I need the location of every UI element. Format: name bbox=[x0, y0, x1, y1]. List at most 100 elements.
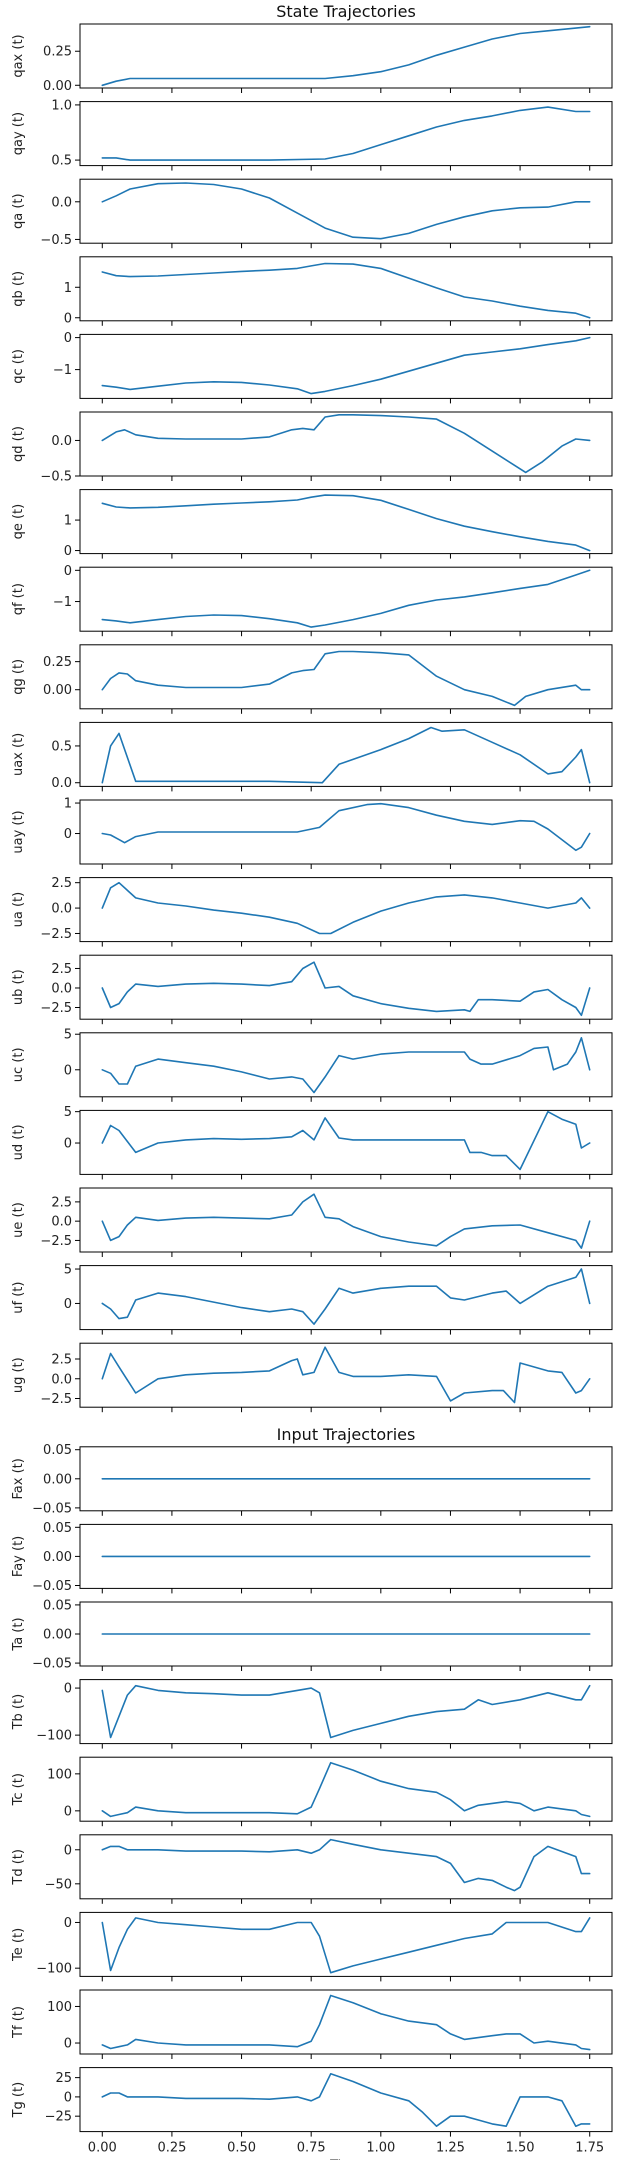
y-tick-label: 0.0 bbox=[51, 1215, 72, 1230]
panel-tf: 0 100 Tf (t) bbox=[11, 1989, 613, 2059]
y-axis-label: qay (t) bbox=[11, 112, 26, 155]
panel-qax: 0.00 0.25 qax (t) bbox=[11, 23, 613, 94]
y-axis-label: qf (t) bbox=[11, 583, 26, 615]
axes-frame bbox=[79, 1989, 613, 2055]
panel-tc: 0 100 Tc (t) bbox=[11, 1756, 613, 1827]
x-tick-label: 0.25 bbox=[157, 2141, 186, 2156]
y-tick-label: 0 bbox=[64, 2090, 72, 2105]
x-tick-label: 1.50 bbox=[506, 2141, 535, 2156]
y-tick-label: 0.0 bbox=[51, 981, 72, 996]
panel-ud: 0 5 ud (t) bbox=[11, 1105, 613, 1180]
x-tick-label: 0.00 bbox=[88, 2141, 117, 2156]
y-tick-label: −1 bbox=[53, 363, 72, 378]
axes-frame bbox=[79, 411, 613, 477]
y-axis-label: qd (t) bbox=[11, 426, 26, 462]
y-tick-label: 0 bbox=[64, 1297, 72, 1312]
x-axis-label: Time bbox=[329, 2159, 362, 2160]
section-title-state-trajectories: State Trajectories bbox=[276, 2, 416, 21]
y-axis-label: uay (t) bbox=[11, 810, 26, 853]
series-line-ub bbox=[101, 961, 591, 1017]
series-line-uf bbox=[101, 1268, 591, 1325]
y-tick-label: 0 bbox=[64, 1916, 72, 1931]
y-axis-label: Ta (t) bbox=[11, 1617, 26, 1651]
y-tick-label: −0.05 bbox=[32, 1657, 72, 1672]
y-tick-label: 0 bbox=[64, 1063, 72, 1078]
x-tick-label: 0.50 bbox=[227, 2141, 256, 2156]
y-axis-label: ue (t) bbox=[11, 1202, 26, 1238]
axes-frame bbox=[79, 644, 613, 710]
series-line-uax bbox=[101, 726, 591, 784]
y-tick-label: −100 bbox=[36, 1962, 72, 1977]
y-tick-label: 1 bbox=[64, 797, 72, 812]
y-axis-label: uf (t) bbox=[11, 1281, 26, 1313]
y-tick-label: 0.5 bbox=[51, 739, 72, 754]
panel-ue: −2.5 0.0 2.5 ue (t) bbox=[11, 1187, 613, 1257]
panel-tg: −25 0 25 Tg (t) bbox=[11, 2067, 613, 2137]
y-tick-label: 0.00 bbox=[43, 683, 72, 698]
y-tick-label: 2.5 bbox=[51, 876, 72, 891]
axes-frame bbox=[79, 2067, 613, 2133]
panel-qb: 0 1 qb (t) bbox=[11, 256, 613, 326]
series-line-tb bbox=[101, 1684, 591, 1739]
series-line-qc bbox=[101, 336, 591, 395]
y-tick-label: 100 bbox=[47, 1767, 72, 1782]
series-line-ud bbox=[101, 1110, 591, 1171]
series-line-ug bbox=[101, 1346, 591, 1404]
panel-ug: −2.5 0.0 2.5 ug (t) bbox=[11, 1342, 613, 1413]
axes-frame bbox=[79, 1265, 613, 1331]
axes-frame bbox=[79, 721, 613, 787]
axes-frame bbox=[79, 256, 613, 322]
panel-uc: 0 5 uc (t) bbox=[11, 1028, 613, 1102]
axes-frame bbox=[79, 1187, 613, 1253]
y-tick-label: 0 bbox=[64, 544, 72, 559]
y-tick-label: 0.05 bbox=[43, 1443, 72, 1458]
y-tick-label: 0.00 bbox=[43, 1628, 72, 1643]
panel-ua: −2.5 0.0 2.5 ua (t) bbox=[11, 876, 613, 947]
y-tick-label: −0.5 bbox=[40, 233, 72, 248]
series-line-uay bbox=[101, 802, 591, 852]
y-tick-label: 0.00 bbox=[43, 1550, 72, 1565]
time-axis: 0.00 0.25 0.50 0.75 1.00 1.25 1.50 1.75 Time bbox=[88, 2141, 604, 2160]
y-tick-label: −25 bbox=[45, 2110, 72, 2125]
axes-frame bbox=[79, 101, 613, 167]
y-axis-label: Fay (t) bbox=[11, 1536, 26, 1577]
y-tick-label: 1 bbox=[64, 514, 72, 529]
y-tick-label: 0.5 bbox=[51, 154, 72, 169]
panel-qd: −0.5 0.0 qd (t) bbox=[11, 411, 613, 485]
panel-te: −100 0 Te (t) bbox=[11, 1911, 613, 1982]
y-axis-label: Te (t) bbox=[11, 1928, 26, 1962]
y-tick-label: 0.0 bbox=[51, 195, 72, 210]
y-axis-label: qax (t) bbox=[11, 34, 26, 77]
y-tick-label: 5 bbox=[64, 1263, 72, 1278]
section-title-input-trajectories: Input Trajectories bbox=[277, 1425, 416, 1444]
y-axis-label: qc (t) bbox=[11, 349, 26, 384]
y-tick-label: 1 bbox=[64, 281, 72, 296]
panel-qg: 0.00 0.25 qg (t) bbox=[11, 644, 613, 714]
y-tick-label: −0.5 bbox=[40, 470, 72, 485]
y-tick-label: −2.5 bbox=[40, 1392, 72, 1407]
series-line-qd bbox=[101, 413, 591, 474]
panel-qc: −1 0 qc (t) bbox=[11, 331, 613, 404]
y-tick-label: −2.5 bbox=[40, 1001, 72, 1016]
series-line-qf bbox=[101, 569, 591, 628]
section-titles: State Trajectories Input Trajectories bbox=[276, 2, 416, 1444]
y-tick-label: −1 bbox=[53, 595, 72, 610]
axes-frame bbox=[79, 1911, 613, 1977]
series-line-qa bbox=[101, 182, 591, 240]
y-tick-label: −2.5 bbox=[40, 927, 72, 942]
y-tick-label: −0.05 bbox=[32, 1579, 72, 1594]
y-tick-label: 2.5 bbox=[51, 1353, 72, 1368]
axes-frame bbox=[79, 333, 613, 399]
series-line-ue bbox=[101, 1193, 591, 1249]
series-line-uc bbox=[101, 1037, 591, 1094]
panel-qf: −1 0 qf (t) bbox=[11, 564, 613, 637]
series-line-te bbox=[101, 1917, 591, 1974]
y-axis-label: uc (t) bbox=[11, 1047, 26, 1082]
panel-qe: 0 1 qe (t) bbox=[11, 489, 613, 559]
y-axis-label: ua (t) bbox=[11, 892, 26, 928]
y-tick-label: 0.0 bbox=[51, 902, 72, 917]
y-tick-label: −100 bbox=[36, 1729, 72, 1744]
x-tick-label: 1.75 bbox=[575, 2141, 604, 2156]
